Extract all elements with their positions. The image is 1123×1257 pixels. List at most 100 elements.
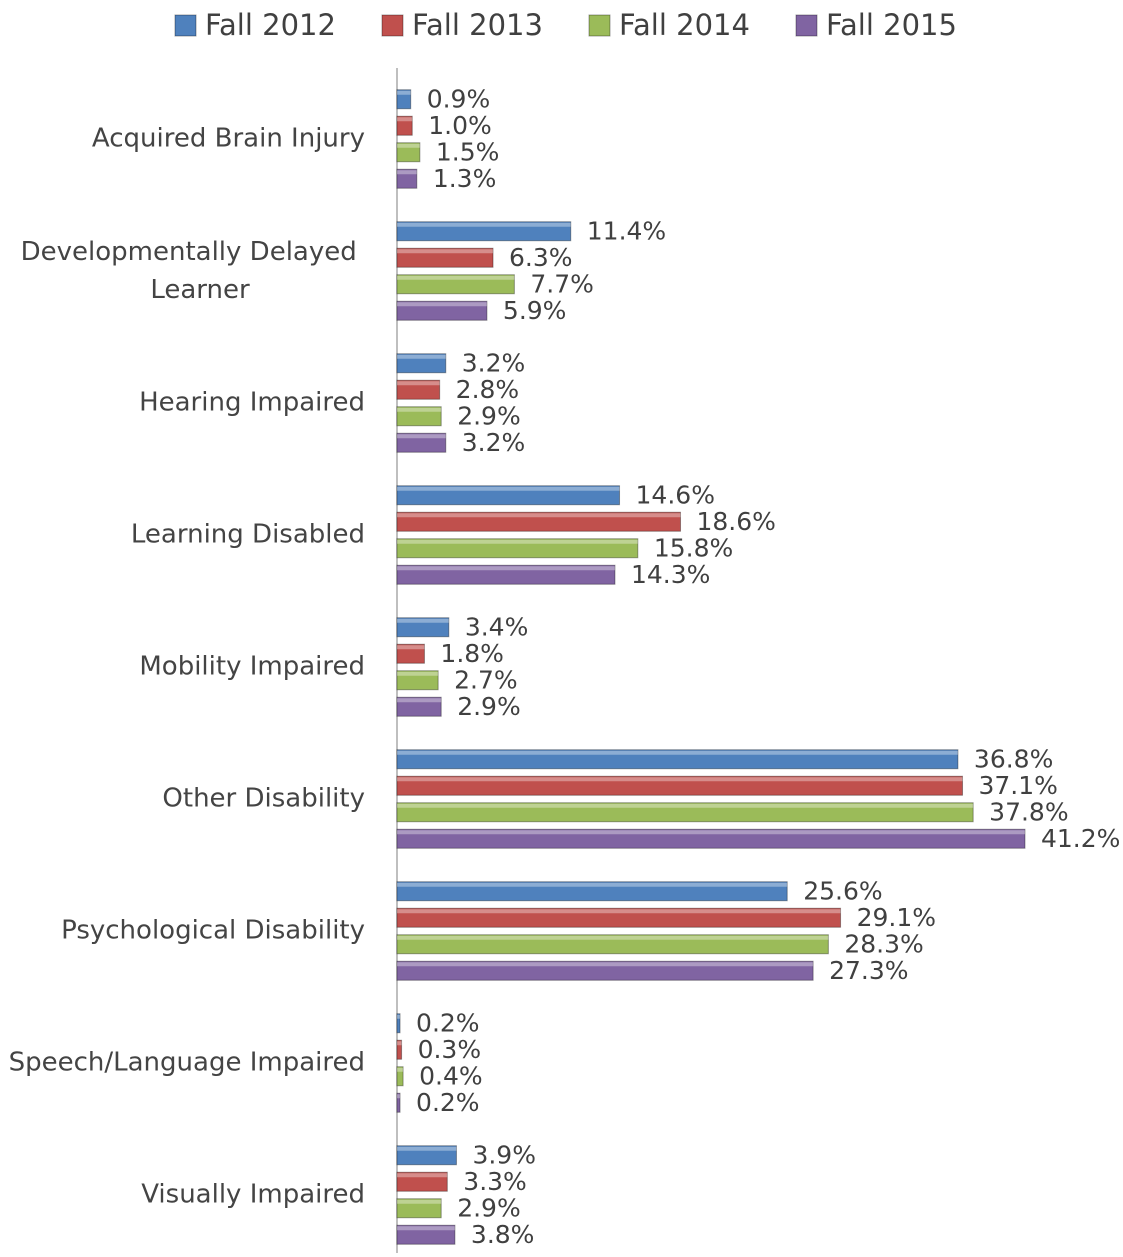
legend-label: Fall 2015: [826, 8, 957, 42]
legend-swatch: [174, 14, 197, 37]
bar: [396, 538, 639, 559]
legend-label: Fall 2014: [619, 8, 750, 42]
bar-highlight: [397, 645, 425, 650]
bar-highlight: [397, 539, 638, 544]
bar-highlight: [397, 117, 413, 122]
data-label: 14.6%: [636, 480, 715, 509]
data-label: 36.8%: [974, 744, 1053, 773]
bar: [396, 353, 447, 374]
bar: [396, 934, 829, 955]
bar-highlight: [397, 566, 615, 571]
data-label: 6.3%: [509, 243, 573, 272]
bar-highlight: [397, 170, 417, 175]
bar: [396, 881, 788, 902]
bar-highlight: [397, 1041, 402, 1046]
data-label: 1.0%: [428, 111, 492, 140]
bar-highlight: [397, 750, 958, 755]
bar-highlight: [397, 1173, 448, 1178]
bar-highlight: [397, 830, 1025, 835]
bar-highlight: [397, 302, 487, 307]
bar: [396, 1013, 401, 1034]
bar: [396, 406, 442, 427]
data-label: 18.6%: [697, 507, 776, 536]
bar: [396, 511, 682, 532]
bar: [396, 643, 425, 664]
data-label: 1.5%: [436, 137, 500, 166]
legend-label: Fall 2013: [412, 8, 543, 42]
data-label: 27.3%: [829, 956, 908, 985]
bar-highlight: [397, 222, 571, 227]
bar: [396, 617, 450, 638]
category-label: Psychological Disability: [61, 916, 365, 946]
data-label: 2.7%: [454, 665, 518, 694]
bar-highlight: [397, 1094, 401, 1099]
bar-highlight: [397, 618, 449, 623]
bar: [396, 1224, 456, 1245]
bar-highlight: [397, 1226, 455, 1231]
category-label: Learning Disabled: [131, 520, 365, 550]
bar: [396, 432, 447, 453]
bar: [396, 670, 439, 691]
data-label: 0.9%: [427, 84, 491, 113]
data-label: 0.4%: [419, 1061, 483, 1090]
data-label: 37.8%: [989, 797, 1068, 826]
bar: [396, 1039, 403, 1060]
data-label: 11.4%: [587, 216, 666, 245]
bar: [396, 247, 494, 268]
data-label: 1.3%: [433, 164, 497, 193]
data-label: 25.6%: [803, 876, 882, 905]
bar: [396, 828, 1026, 849]
bar-highlight: [397, 381, 440, 386]
category-label: Developmentally Delayed Learner: [21, 237, 365, 305]
bar-highlight: [397, 909, 841, 914]
data-label: 7.7%: [530, 269, 594, 298]
bar-highlight: [397, 486, 620, 491]
data-label: 3.2%: [462, 348, 526, 377]
bar-highlight: [397, 962, 814, 967]
bar: [396, 168, 418, 189]
bar-highlight: [397, 143, 420, 148]
bar-highlight: [397, 275, 515, 280]
bar-highlight: [397, 1199, 442, 1204]
legend-label: Fall 2012: [205, 8, 336, 42]
bar-highlight: [397, 803, 974, 808]
bar: [396, 1198, 442, 1219]
data-label: 2.9%: [457, 692, 521, 721]
bar-highlight: [397, 407, 442, 412]
data-label: 3.2%: [462, 428, 526, 457]
legend-swatch: [795, 14, 818, 37]
data-label: 29.1%: [857, 903, 936, 932]
legend-swatch: [588, 14, 611, 37]
bar-highlight: [397, 935, 829, 940]
data-label: 3.8%: [471, 1220, 535, 1249]
data-label: 1.8%: [440, 639, 504, 668]
bar: [396, 379, 441, 400]
legend-swatch: [381, 14, 404, 37]
bar-highlight: [397, 777, 963, 782]
category-label: Speech/Language Impaired: [9, 1048, 365, 1078]
data-label: 15.8%: [654, 533, 733, 562]
bar: [396, 115, 413, 136]
data-label: 3.3%: [463, 1167, 527, 1196]
category-label: Other Disability: [162, 784, 365, 814]
bar: [396, 564, 616, 585]
data-label: 28.3%: [844, 929, 923, 958]
bar: [396, 1171, 448, 1192]
bar-highlight: [397, 249, 494, 254]
bar: [396, 749, 959, 770]
bar-highlight: [397, 354, 446, 359]
bar: [396, 485, 621, 506]
bar: [396, 1092, 401, 1113]
bar-highlight: [397, 513, 681, 518]
bar: [396, 221, 572, 242]
bar: [396, 89, 412, 110]
category-label: Hearing Impaired: [139, 388, 365, 418]
bar-highlight: [397, 698, 442, 703]
bar-highlight: [397, 1014, 401, 1019]
category-label: Acquired Brain Injury: [92, 124, 365, 154]
data-label: 0.2%: [416, 1008, 480, 1037]
data-label: 3.9%: [472, 1140, 536, 1169]
bar: [396, 775, 964, 796]
bar: [396, 1066, 404, 1087]
